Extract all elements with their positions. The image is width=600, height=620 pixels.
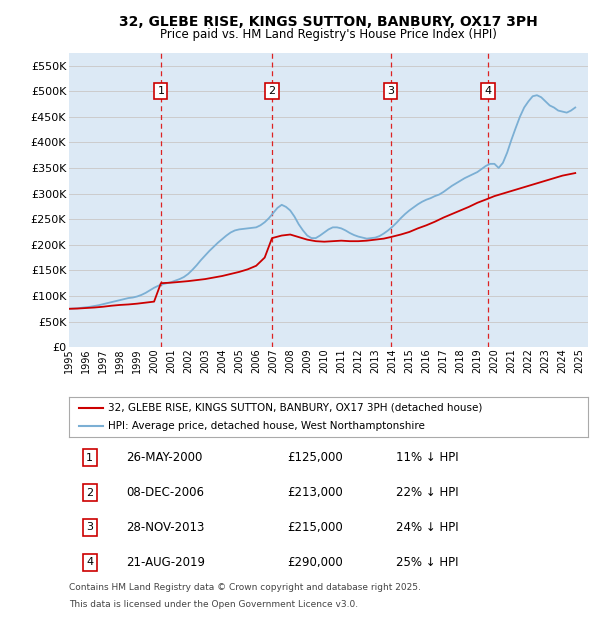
Text: 1: 1 xyxy=(86,453,93,463)
Text: 2: 2 xyxy=(86,487,94,497)
Text: Price paid vs. HM Land Registry's House Price Index (HPI): Price paid vs. HM Land Registry's House … xyxy=(160,28,497,41)
Text: 4: 4 xyxy=(485,86,491,96)
Text: £125,000: £125,000 xyxy=(287,451,343,464)
Text: £290,000: £290,000 xyxy=(287,556,343,569)
Text: £213,000: £213,000 xyxy=(287,486,343,499)
Text: 1: 1 xyxy=(157,86,164,96)
Text: 24% ↓ HPI: 24% ↓ HPI xyxy=(396,521,458,534)
Text: 32, GLEBE RISE, KINGS SUTTON, BANBURY, OX17 3PH: 32, GLEBE RISE, KINGS SUTTON, BANBURY, O… xyxy=(119,16,538,30)
Text: 2: 2 xyxy=(268,86,275,96)
Text: 25% ↓ HPI: 25% ↓ HPI xyxy=(396,556,458,569)
Text: 11% ↓ HPI: 11% ↓ HPI xyxy=(396,451,458,464)
Text: 21-AUG-2019: 21-AUG-2019 xyxy=(126,556,205,569)
Text: 28-NOV-2013: 28-NOV-2013 xyxy=(126,521,205,534)
Text: 32, GLEBE RISE, KINGS SUTTON, BANBURY, OX17 3PH (detached house): 32, GLEBE RISE, KINGS SUTTON, BANBURY, O… xyxy=(108,402,482,413)
Text: Contains HM Land Registry data © Crown copyright and database right 2025.: Contains HM Land Registry data © Crown c… xyxy=(69,583,421,592)
Text: £215,000: £215,000 xyxy=(287,521,343,534)
Text: HPI: Average price, detached house, West Northamptonshire: HPI: Average price, detached house, West… xyxy=(108,421,425,432)
Text: 08-DEC-2006: 08-DEC-2006 xyxy=(126,486,204,499)
Text: This data is licensed under the Open Government Licence v3.0.: This data is licensed under the Open Gov… xyxy=(69,600,358,609)
Text: 22% ↓ HPI: 22% ↓ HPI xyxy=(396,486,458,499)
Text: 26-MAY-2000: 26-MAY-2000 xyxy=(126,451,202,464)
Text: 3: 3 xyxy=(86,523,93,533)
Text: 4: 4 xyxy=(86,557,94,567)
Text: 3: 3 xyxy=(387,86,394,96)
